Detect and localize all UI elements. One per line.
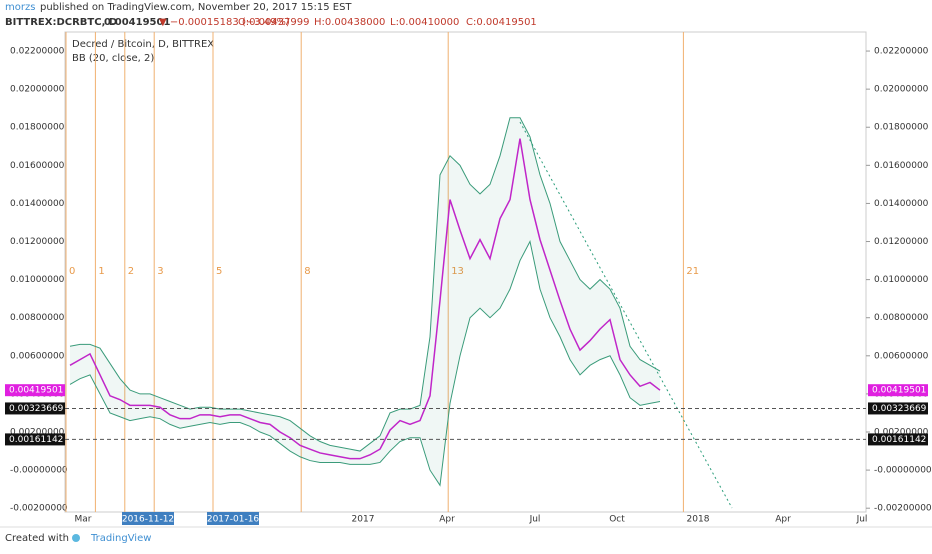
fib-label: 1	[98, 266, 104, 277]
x-tick-label: Jul	[856, 515, 868, 525]
y-tick-label-right: 0.00600000	[874, 351, 929, 361]
published: published on TradingView.com, November 2…	[40, 2, 352, 13]
last-price-tag	[5, 384, 65, 397]
y-tick-label-right: 0.01800000	[874, 123, 929, 133]
chart-title: Decred / Bitcoin, D, BITTREX	[72, 39, 214, 50]
y-tick-label-right: 0.01600000	[874, 161, 929, 171]
x-label-box	[207, 512, 259, 525]
y-tick-label: 0.00200000	[10, 428, 65, 438]
y-tick-label: 0.01200000	[10, 237, 65, 247]
y-tick-label: 0.01400000	[10, 199, 65, 209]
x-tick-label: 2017-01-16	[207, 515, 260, 525]
y-tick-label-right: 0.00800000	[874, 313, 929, 323]
indicator: BB (20, close, 2)	[72, 53, 154, 64]
y-tick-label-right: 0.00200000	[874, 428, 929, 438]
series-line	[69, 138, 661, 460]
footer-brand[interactable]: TradingView	[90, 533, 151, 544]
y-tick-label-right: 0.01200000	[874, 237, 929, 247]
logo	[72, 534, 80, 542]
price-tag-label: 0.00323669	[9, 404, 64, 414]
y-tick-label: 0.02200000	[10, 47, 65, 57]
trendline	[519, 121, 733, 509]
change: ▼ −0.00015183 (−3.49%)	[159, 17, 290, 28]
ohlc: H:0.00438000	[314, 17, 385, 28]
y-tick-label-right: 0.01400000	[874, 199, 929, 209]
fib-label: 2	[128, 266, 134, 277]
fib-label: 21	[686, 266, 699, 277]
x-label-box	[122, 512, 174, 525]
y-tick-label-right: -0.00000000	[874, 466, 932, 476]
price-tag	[868, 402, 928, 415]
fib-label: 13	[451, 266, 464, 277]
y-tick-label: -0.00200000	[10, 504, 68, 514]
price-tag-label: 0.00161142	[9, 435, 63, 445]
bb-fill	[70, 117, 660, 486]
x-tick-label: 2017	[352, 515, 375, 525]
y-tick-label: 0.01000000	[10, 275, 65, 285]
y-tick-label-right: 0.01000000	[874, 275, 929, 285]
series-line	[69, 117, 661, 452]
price-tag-label: 0.00161142	[872, 435, 926, 445]
ohlc: L:0.00410000	[390, 17, 459, 28]
symbol: BITTREX:DCRBTC, D	[5, 17, 117, 28]
y-tick-label: 0.00600000	[10, 351, 65, 361]
ohlc: O:0.00437999	[238, 17, 310, 28]
x-tick-label: Mar	[75, 515, 92, 525]
y-tick-label: -0.00000000	[10, 466, 68, 476]
y-tick-label: 0.02000000	[10, 85, 65, 95]
x-tick-label: Oct	[609, 515, 625, 525]
plot-frame	[64, 31, 867, 513]
ohlc: C:0.00419501	[466, 17, 537, 28]
y-tick-label-right: 0.02200000	[874, 47, 929, 57]
last-price-label: 0.00419501	[872, 386, 926, 396]
fib-label: 3	[157, 266, 163, 277]
price-tag	[5, 433, 65, 446]
x-tick-label: Apr	[775, 515, 791, 525]
y-tick-label: 0.01600000	[10, 161, 65, 171]
fib-label: 0	[69, 266, 75, 277]
publisher[interactable]: morzs	[5, 2, 35, 13]
fib-label: 8	[304, 266, 310, 277]
y-tick-label-right: 0.02000000	[874, 85, 929, 95]
price-tag-label: 0.00323669	[872, 404, 927, 414]
x-tick-label: Jul	[529, 515, 541, 525]
last-price-tag	[868, 384, 928, 397]
last-price-label: 0.00419501	[9, 386, 63, 396]
price-tag	[5, 402, 65, 415]
y-tick-label: 0.01800000	[10, 123, 65, 133]
quote: 0.00419501	[104, 17, 170, 28]
series-line	[69, 240, 661, 487]
price-tag	[868, 433, 928, 446]
x-tick-label: 2018	[687, 515, 710, 525]
x-tick-label: Apr	[439, 515, 455, 525]
x-tick-label: 2016-11-12	[122, 515, 174, 525]
y-tick-label: 0.00800000	[10, 313, 65, 323]
fib-label: 5	[216, 266, 222, 277]
y-tick-label-right: -0.00200000	[874, 504, 932, 514]
footer-created: Created with	[5, 533, 69, 544]
